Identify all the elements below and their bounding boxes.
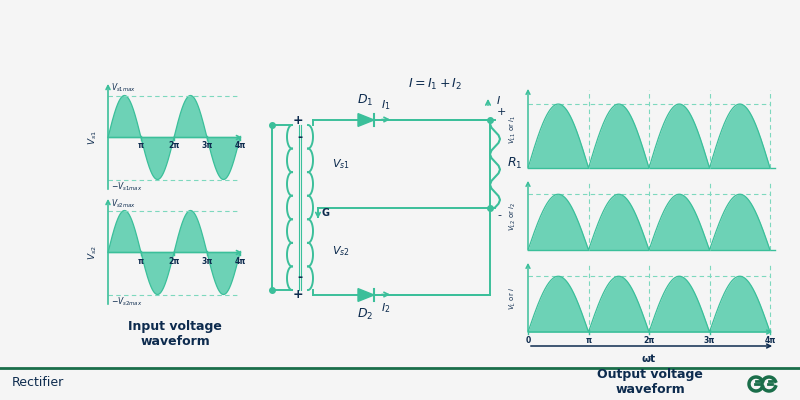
Text: ωt: ωt <box>642 354 656 364</box>
Text: Output voltage
waveform: Output voltage waveform <box>597 368 703 396</box>
Text: $V_{s1}$: $V_{s1}$ <box>331 157 350 171</box>
Text: 3π: 3π <box>202 142 213 150</box>
Text: -: - <box>298 270 303 284</box>
Text: $-V_{s2max}$: $-V_{s2max}$ <box>111 296 142 308</box>
Text: $-V_{s1max}$: $-V_{s1max}$ <box>111 180 142 193</box>
Text: $V_{L1}$ or $i_1$: $V_{L1}$ or $i_1$ <box>508 114 518 144</box>
Text: π: π <box>138 142 144 150</box>
Text: 3π: 3π <box>704 336 715 345</box>
Text: $I$: $I$ <box>496 94 501 106</box>
Text: 4π: 4π <box>234 256 246 266</box>
Text: -: - <box>298 132 303 144</box>
Text: $I_2$: $I_2$ <box>382 301 390 315</box>
Text: $V_{s1max}$: $V_{s1max}$ <box>111 82 136 94</box>
Text: Input voltage
waveform: Input voltage waveform <box>128 320 222 348</box>
Text: +: + <box>497 107 506 117</box>
Text: 3π: 3π <box>202 256 213 266</box>
Text: π: π <box>586 336 591 345</box>
Text: 0: 0 <box>526 336 530 345</box>
Text: G: G <box>322 208 330 218</box>
Text: -: - <box>497 210 501 220</box>
Text: 2π: 2π <box>168 142 180 150</box>
Text: $V_{s2max}$: $V_{s2max}$ <box>111 197 136 210</box>
Text: 4π: 4π <box>764 336 776 345</box>
Text: $I = I_1 + I_2$: $I = I_1 + I_2$ <box>408 77 462 92</box>
Text: $V_L$ or $i$: $V_L$ or $i$ <box>508 286 518 310</box>
Text: $V_{L2}$ or $i_2$: $V_{L2}$ or $i_2$ <box>508 202 518 230</box>
Text: $I_1$: $I_1$ <box>382 98 390 112</box>
Text: Rectifier: Rectifier <box>12 376 64 388</box>
Text: $V_{s2}$: $V_{s2}$ <box>86 245 99 260</box>
Polygon shape <box>358 289 374 302</box>
Text: $V_{s2}$: $V_{s2}$ <box>331 244 350 258</box>
Text: $R_1$: $R_1$ <box>507 156 522 171</box>
Text: 2π: 2π <box>168 256 180 266</box>
Text: 4π: 4π <box>234 142 246 150</box>
Text: $V_{s1}$: $V_{s1}$ <box>86 130 99 145</box>
Text: +: + <box>292 114 303 126</box>
Text: $D_2$: $D_2$ <box>357 307 373 322</box>
Text: $D_1$: $D_1$ <box>357 93 373 108</box>
Polygon shape <box>358 114 374 126</box>
Text: 2π: 2π <box>643 336 654 345</box>
Text: π: π <box>138 256 144 266</box>
Text: +: + <box>292 288 303 302</box>
